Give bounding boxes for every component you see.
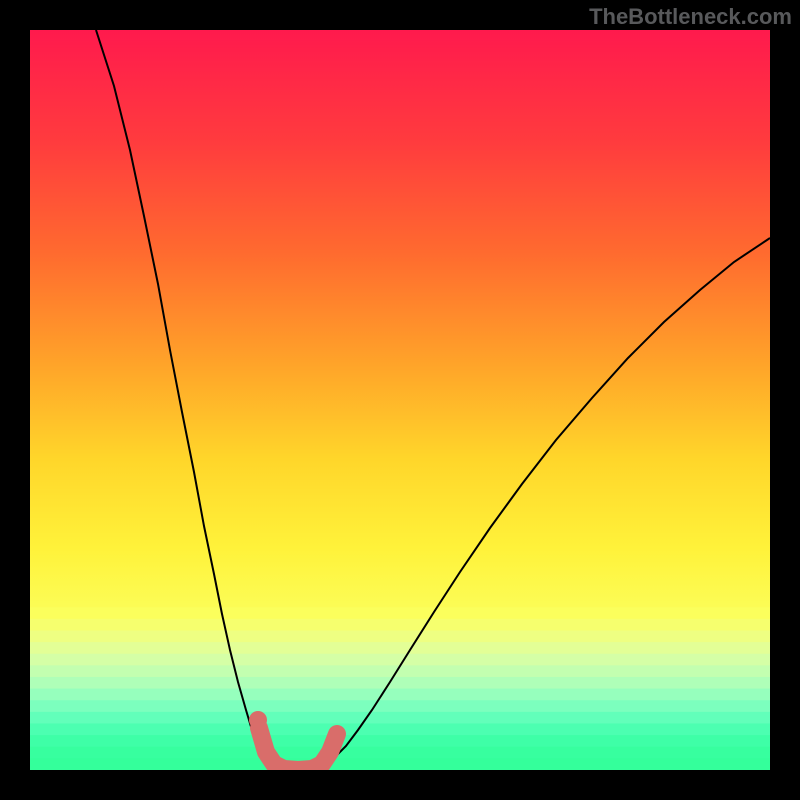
watermark-text: TheBottleneck.com <box>589 4 792 30</box>
chart-container: TheBottleneck.com <box>0 0 800 800</box>
bottom-color-bands <box>30 607 770 770</box>
bottleneck-chart <box>0 0 800 800</box>
plot-area <box>30 30 770 771</box>
